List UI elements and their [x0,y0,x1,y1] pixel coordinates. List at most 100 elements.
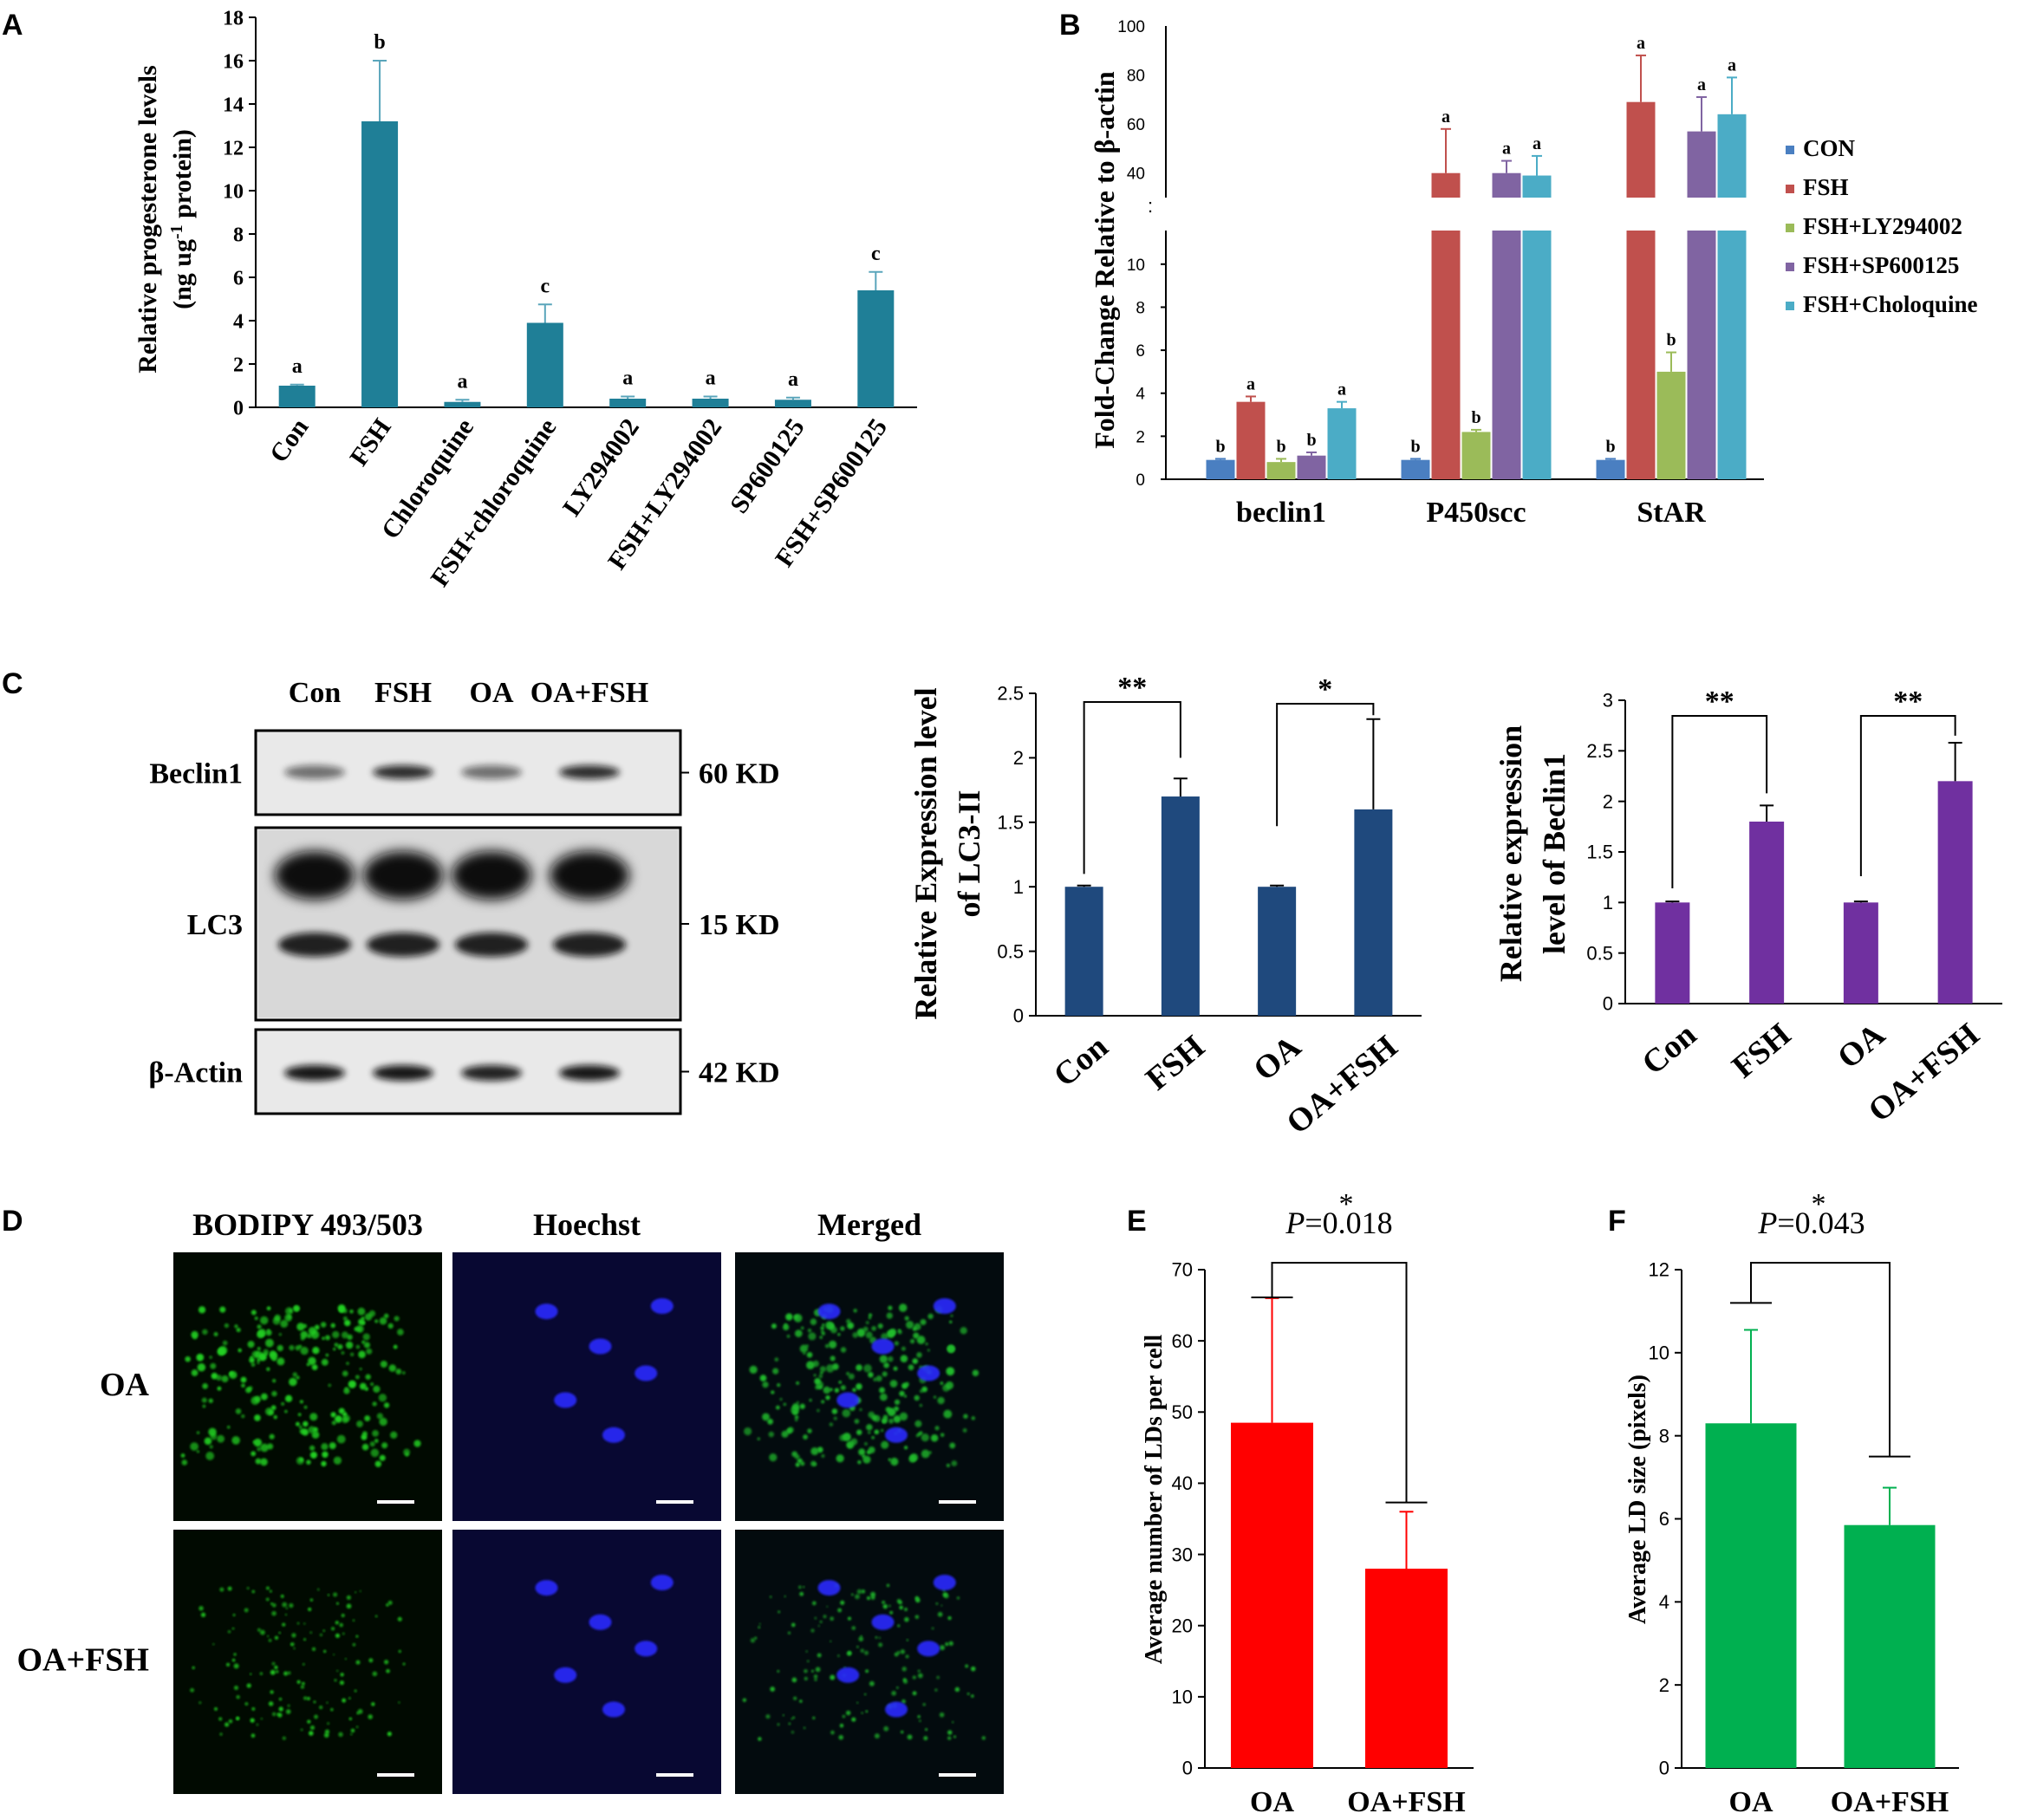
lipid-droplet [266,1586,270,1590]
lipid-droplet [280,1595,284,1598]
cytoplasm-stain [452,1530,721,1794]
lipid-droplet [865,1669,869,1674]
lipid-droplet [931,1627,934,1630]
y-tick-label: 20 [1172,1615,1193,1636]
y-tick-label: 4 [1659,1591,1669,1613]
lipid-droplet [914,1615,920,1619]
lipid-droplet [308,1426,316,1433]
lipid-droplet [838,1734,843,1740]
bar-fsh [1161,796,1200,1016]
lipid-droplet [356,1712,360,1715]
lipid-droplet [278,1333,282,1336]
lipid-droplet [342,1370,348,1377]
y-tick-label: 10 [1127,257,1145,275]
nucleus [817,1303,841,1320]
lipid-droplet [840,1326,845,1331]
lipid-droplet [921,1386,927,1393]
lipid-droplet [229,1371,234,1376]
lipid-droplet [846,1651,852,1656]
lipid-droplet [361,1433,368,1440]
lipid-droplet [813,1462,817,1466]
nucleus [917,1641,940,1657]
blot-band [559,765,620,779]
lipid-droplet [894,1341,899,1346]
lipid-droplet [371,1702,375,1706]
bar-fsh-choloquine-p450scc-upper [1522,175,1552,198]
x-tick-label: OA [1831,1016,1892,1076]
lipid-droplet [372,1401,377,1407]
lipid-droplet [271,1390,277,1397]
lipid-droplet [904,1446,908,1450]
lipid-droplet [798,1585,802,1589]
legend-label: FSH+LY294002 [1803,213,1962,239]
lipid-droplet [948,1641,953,1646]
y-tick-label: 60 [1127,116,1145,134]
significance-stars: * [1318,673,1332,705]
lipid-droplet [387,1600,393,1605]
lipid-droplet [265,1329,272,1336]
lipid-droplet [791,1718,793,1720]
lipid-droplet [785,1313,793,1321]
micro-row-label: OA+FSH [16,1642,149,1679]
lipid-droplet [915,1597,921,1603]
lipid-droplet [254,1316,258,1321]
lipid-droplet [826,1605,829,1608]
lipid-droplet [355,1375,360,1380]
lipid-droplet [331,1420,336,1426]
blot-band [461,1065,522,1081]
y-tick-label: 1 [1603,892,1613,913]
lipid-droplet [303,1663,305,1666]
lipid-droplet [298,1425,303,1429]
lipid-droplet [877,1323,883,1329]
nucleus [554,1392,577,1408]
microscopy-panel: BODIPY 493/503 Hoechst Merged OA OA+FSH [16,1207,1004,1794]
lipid-droplet [971,1416,975,1420]
lipid-droplet [271,1661,276,1666]
chart-f-pvalue: P=0.043 [1757,1206,1865,1240]
lipid-droplet [372,1671,378,1677]
lipid-droplet [308,1356,316,1366]
lipid-droplet [864,1442,868,1446]
nucleus [635,1365,658,1381]
lipid-droplet [863,1650,869,1655]
lipid-droplet [352,1643,356,1647]
lipid-droplet [200,1612,206,1617]
lipid-droplet [846,1372,850,1375]
lipid-droplet [869,1680,875,1687]
lipid-droplet [219,1732,223,1736]
y-tick-label: 1 [1013,876,1024,898]
lipid-droplet [287,1704,290,1707]
lipid-droplet [217,1386,222,1391]
lipid-droplet [277,1713,280,1716]
lipid-droplet [300,1685,304,1689]
lipid-droplet [772,1368,779,1375]
lipid-droplet [218,1717,223,1721]
lipid-droplet [783,1402,787,1407]
lipid-droplet [348,1697,351,1700]
lipid-droplet [307,1696,310,1700]
lipid-droplet [940,1381,944,1385]
lipid-droplet [265,1597,270,1602]
lipid-droplet [355,1591,357,1594]
lipid-droplet [321,1358,329,1366]
lipid-droplet [897,1624,901,1628]
legend-label: CON [1803,135,1856,161]
lipid-droplet [818,1374,823,1379]
lipid-droplet [793,1696,797,1700]
lipid-droplet [813,1374,817,1377]
lipid-droplet [900,1355,908,1362]
bar-sp600125 [774,400,811,407]
lipid-droplet [269,1350,277,1358]
lipid-droplet [785,1428,792,1434]
lipid-droplet [792,1716,795,1719]
lipid-droplet [900,1649,905,1654]
lipid-droplet [791,1677,797,1683]
lipid-droplet [912,1675,916,1680]
lipid-droplet [921,1433,929,1442]
x-tick-label: FSH [1139,1029,1212,1098]
y-tick-label: 6 [1659,1508,1669,1530]
lipid-droplet [805,1344,809,1348]
lipid-droplet [289,1344,295,1351]
lipid-droplet [917,1433,921,1436]
lipid-droplet [335,1602,339,1605]
